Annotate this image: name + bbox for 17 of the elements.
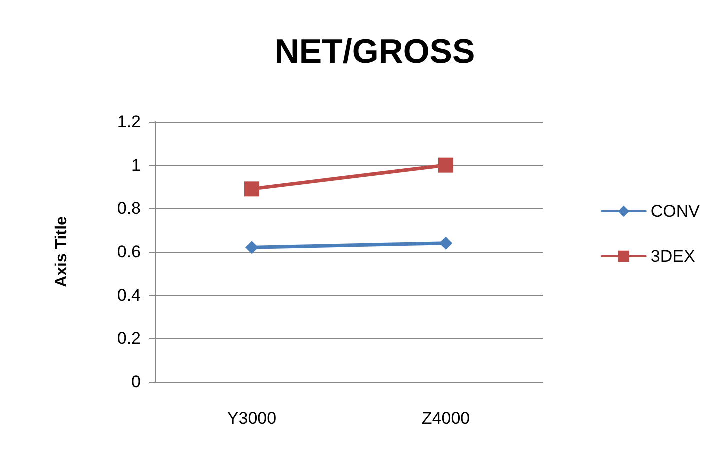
y-tick-label: 0.4 xyxy=(117,286,141,305)
y-tick-label: 0.8 xyxy=(117,199,141,218)
y-tick-label: 0.2 xyxy=(117,329,141,348)
y-tick-label: 1.2 xyxy=(117,112,141,132)
x-tick-label: Z4000 xyxy=(422,409,470,428)
y-tick-label: 0 xyxy=(132,372,141,392)
x-tick-label: Y3000 xyxy=(227,409,277,428)
point xyxy=(438,158,454,173)
legend-label: CONV xyxy=(650,202,701,221)
point xyxy=(246,241,258,254)
y-axis-title: Axis Title xyxy=(54,216,70,288)
y-tick-label: 0.6 xyxy=(117,242,141,262)
y-tick-label: 1 xyxy=(132,156,141,175)
point xyxy=(440,236,452,250)
chart-title: NET/GROSS xyxy=(274,33,476,71)
legend-label: 3DEX xyxy=(650,247,696,266)
point xyxy=(244,182,260,197)
